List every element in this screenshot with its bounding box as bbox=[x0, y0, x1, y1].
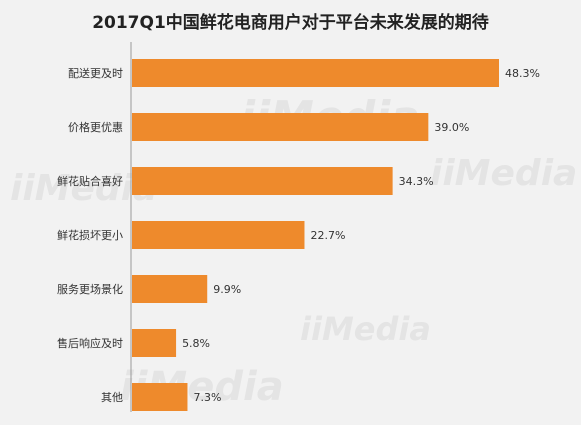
value-label: 48.3% bbox=[505, 67, 540, 80]
watermark-text: iiMedia bbox=[300, 310, 431, 348]
bar bbox=[132, 383, 188, 411]
value-label: 9.9% bbox=[213, 283, 241, 296]
category-label: 配送更及时 bbox=[68, 66, 123, 80]
bar bbox=[132, 275, 208, 303]
category-label: 鲜花损坏更小 bbox=[57, 228, 123, 242]
bar bbox=[132, 59, 499, 87]
bar bbox=[132, 329, 177, 357]
bar bbox=[132, 167, 393, 195]
category-label: 服务更场景化 bbox=[57, 282, 123, 296]
category-label: 鲜花贴合喜好 bbox=[57, 174, 123, 188]
value-label: 39.0% bbox=[434, 121, 469, 134]
category-label: 其他 bbox=[101, 391, 123, 404]
bar bbox=[132, 113, 429, 141]
watermark-text: iiMedia bbox=[430, 153, 577, 194]
value-label: 5.8% bbox=[182, 337, 210, 350]
value-label: 34.3% bbox=[399, 175, 434, 188]
bar bbox=[132, 221, 305, 249]
category-label: 售后响应及时 bbox=[57, 336, 123, 350]
value-label: 7.3% bbox=[193, 391, 221, 404]
chart-title: 2017Q1中国鲜花电商用户对于平台未来发展的期待 bbox=[92, 13, 489, 33]
value-label: 22.7% bbox=[310, 229, 345, 242]
category-label: 价格更优惠 bbox=[68, 120, 123, 134]
